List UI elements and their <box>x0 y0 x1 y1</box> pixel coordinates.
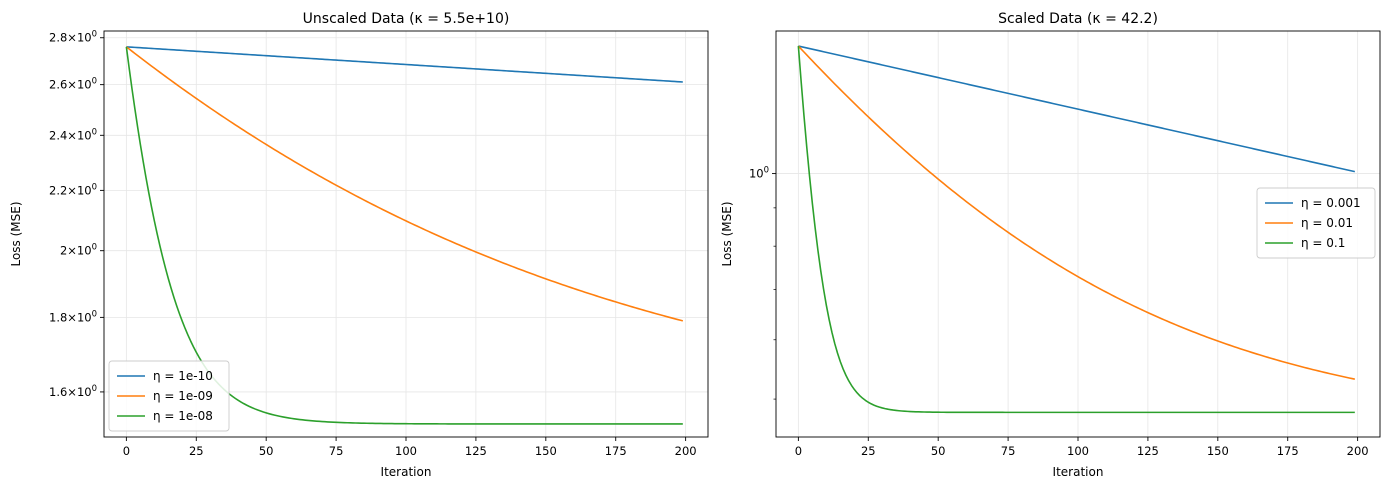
series-line-2 <box>125 46 684 322</box>
x-tick-label: 50 <box>259 444 274 458</box>
x-tick-label: 200 <box>1347 444 1369 458</box>
series-line-1 <box>126 46 683 83</box>
x-axis-label: Iteration <box>1053 465 1104 479</box>
legend-label-1: η = 0.001 <box>1301 196 1361 210</box>
chart-title: Unscaled Data (κ = 5.5e+10) <box>303 11 510 27</box>
x-tick-label: 50 <box>931 444 946 458</box>
x-tick-label: 100 <box>395 444 417 458</box>
legend-box <box>1256 187 1376 259</box>
y-tick-label: 1.8×100 <box>49 309 97 324</box>
y-tick-label: 2×100 <box>60 243 97 258</box>
x-tick-label: 75 <box>329 444 344 458</box>
x-tick-label: 200 <box>675 444 697 458</box>
x-tick-label: 0 <box>795 444 802 458</box>
legend-label-3: η = 1e-08 <box>153 409 213 423</box>
legend-box <box>108 360 230 432</box>
x-tick-label: 0 <box>123 444 130 458</box>
unscaled-data-panel: 0 25 50 75 100 125 150 175 200 1.6×100 1.8×100 2×10… <box>9 11 709 479</box>
chart-title: Scaled Data (κ = 42.2) <box>998 11 1158 27</box>
y-tick-label: 100 <box>749 166 769 181</box>
legend: η = 0.001 η = 0.01 η = 0.1 <box>1256 187 1376 259</box>
legend-label-2: η = 1e-09 <box>153 389 213 403</box>
x-tick-label: 175 <box>605 444 627 458</box>
x-tick-label: 75 <box>1001 444 1016 458</box>
y-axis-label: Loss (MSE) <box>9 201 23 266</box>
x-axis-label: Iteration <box>381 465 432 479</box>
legend-label-2: η = 0.01 <box>1301 216 1353 230</box>
y-axis-label: Loss (MSE) <box>720 201 734 266</box>
y-tick-label: 2.8×100 <box>49 30 97 45</box>
y-tick-label: 2.2×100 <box>49 182 97 197</box>
series-line-3 <box>797 45 1355 414</box>
scaled-data-panel: 0 25 50 75 100 125 150 175 200 100 Scaled Data (κ … <box>720 11 1381 479</box>
series-line-1 <box>798 45 1356 173</box>
x-tick-label: 25 <box>861 444 876 458</box>
x-tick-label: 25 <box>189 444 204 458</box>
legend-label-3: η = 0.1 <box>1301 236 1345 250</box>
legend-label-1: η = 1e-10 <box>153 369 213 383</box>
x-tick-label: 125 <box>465 444 487 458</box>
x-tick-label: 175 <box>1277 444 1299 458</box>
x-tick-label: 150 <box>1207 444 1229 458</box>
x-tick-label: 125 <box>1137 444 1159 458</box>
x-tick-label: 150 <box>535 444 557 458</box>
legend: η = 1e-10 η = 1e-09 η = 1e-08 <box>108 360 230 432</box>
x-tick-label: 100 <box>1067 444 1089 458</box>
y-tick-label: 1.6×100 <box>49 384 97 399</box>
y-tick-label: 2.4×100 <box>49 127 97 142</box>
series-line-2 <box>797 45 1355 380</box>
y-tick-label: 2.6×100 <box>49 77 97 92</box>
